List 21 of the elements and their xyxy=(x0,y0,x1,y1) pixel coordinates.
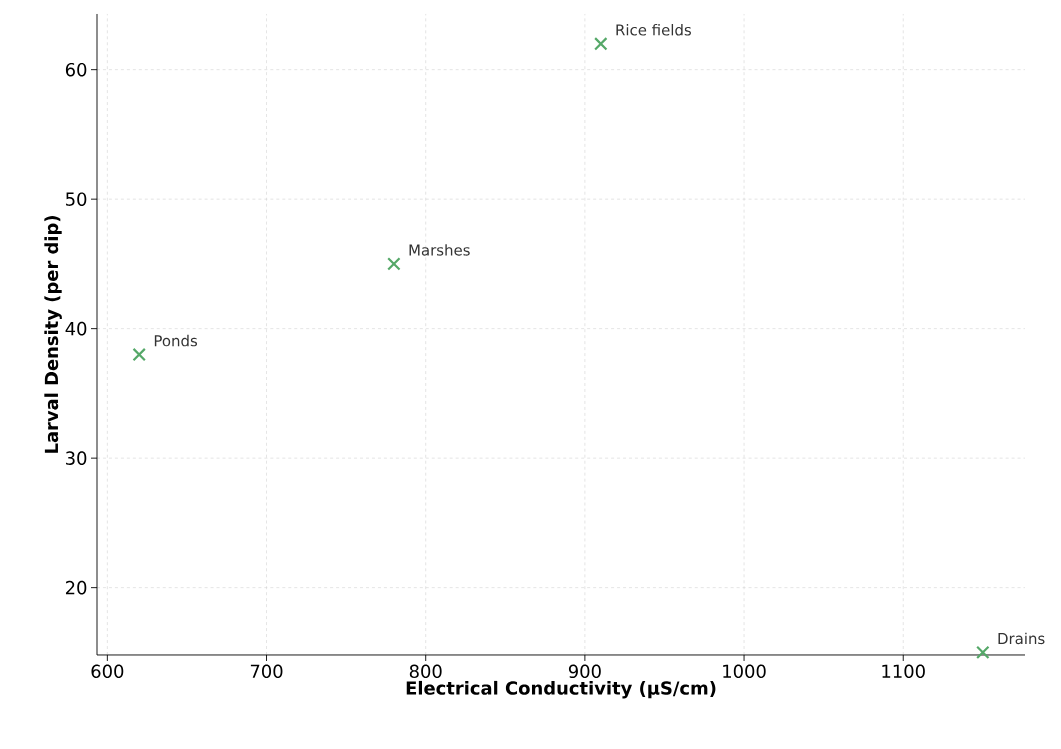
annotation: Marshes xyxy=(409,244,470,256)
y-tick-label: 60 xyxy=(65,62,87,77)
point xyxy=(387,257,401,271)
annotation: Drains xyxy=(998,632,1045,645)
y-tick-label: 20 xyxy=(65,580,87,595)
y-axis-title: Larval Density (per dip) xyxy=(44,216,62,453)
y-tick-label: 40 xyxy=(65,321,87,336)
x-tick-label: 600 xyxy=(91,664,124,679)
point xyxy=(976,645,990,660)
y-tick-label: 50 xyxy=(66,192,87,206)
annotation: Rice fields xyxy=(616,24,691,36)
point xyxy=(132,347,146,362)
annotation: Ponds xyxy=(154,334,198,347)
point xyxy=(594,37,608,51)
x-tick-label: 900 xyxy=(568,664,601,679)
x-tick-label: 1000 xyxy=(723,664,766,679)
y-tick-label: 30 xyxy=(66,451,87,465)
x-tick-label: 700 xyxy=(250,664,283,679)
x-axis-title: Electrical Conductivity (µS/cm) xyxy=(406,680,716,699)
x-tick-label: 800 xyxy=(409,664,442,679)
x-tick-label: 1100 xyxy=(882,664,925,679)
